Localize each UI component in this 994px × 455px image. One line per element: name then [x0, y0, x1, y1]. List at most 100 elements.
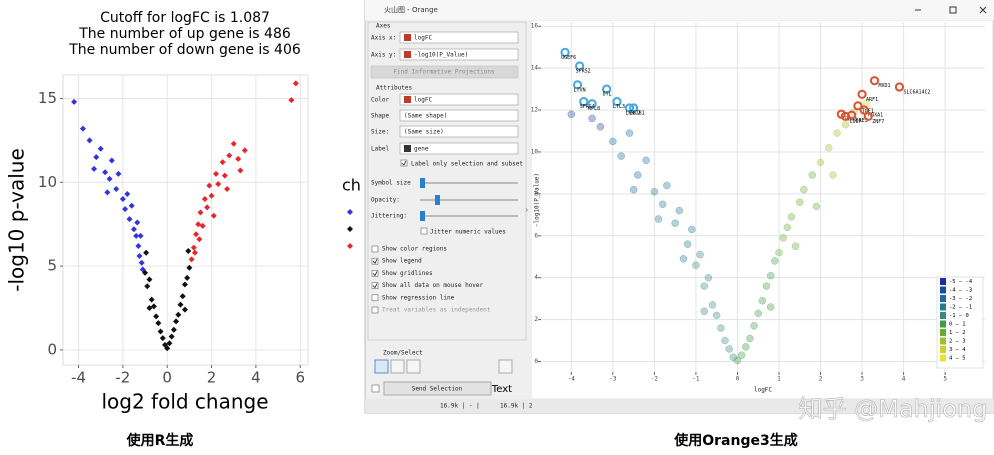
highlighted-point: [863, 111, 873, 121]
point: [654, 215, 663, 223]
point: [104, 189, 111, 196]
checkbox[interactable]: [371, 245, 379, 253]
auto-send-checkbox[interactable]: [371, 384, 380, 393]
point-label: ZNF7: [872, 119, 884, 125]
checkbox[interactable]: [371, 257, 379, 265]
watermark: 知乎 @Mahjiong: [799, 395, 988, 423]
point-label: ZBTB1: [630, 110, 645, 116]
send-button[interactable]: [383, 381, 492, 396]
point: [190, 244, 197, 251]
collapse-arrow[interactable]: ›: [525, 206, 529, 216]
field-label: Axis x:: [371, 35, 396, 42]
orange-volcano: logFC -log10(P_Value) -4 -3 -2 -1 0 1 2 3 4 50246…: [531, 22, 985, 394]
point: [113, 185, 120, 192]
point: [143, 249, 150, 256]
group-label: Axes: [376, 23, 391, 30]
point: [155, 320, 162, 327]
highlighted-point: [853, 101, 863, 111]
color-dropdown[interactable]: [399, 93, 519, 106]
legend-swatch: [940, 320, 946, 328]
legend-swatch: [940, 295, 946, 302]
point: [122, 206, 129, 213]
y-tick-label: 4: [534, 274, 538, 281]
point: [717, 324, 725, 332]
point: [188, 256, 195, 263]
slider-handle[interactable]: [435, 195, 440, 205]
y-tick-label: 10: [38, 173, 57, 191]
point: [135, 242, 142, 249]
point: [166, 340, 173, 347]
plot-panel: [62, 74, 309, 366]
point: [146, 276, 153, 283]
dropdown-value: gene: [414, 146, 429, 153]
zoom-tool[interactable]: [406, 359, 421, 374]
point: [175, 311, 182, 318]
size-dropdown[interactable]: [399, 125, 519, 138]
x-tick-label: 6: [295, 369, 305, 387]
orange-window: 火山图 - Orange Axes Axis x: logFC Axis y: …: [364, 0, 994, 414]
legend-swatch: [940, 278, 946, 285]
point: [783, 223, 792, 232]
field-label: Axis y:: [371, 52, 396, 59]
point: [729, 353, 738, 362]
axis-y-dropdown[interactable]: [399, 48, 519, 61]
point: [159, 335, 166, 342]
point: [787, 213, 796, 221]
checkbox[interactable]: [371, 294, 379, 302]
point: [179, 293, 186, 300]
button-label: Find Informative Projections: [393, 69, 495, 76]
checkbox-label: Treat variables as independent: [382, 307, 491, 314]
x-tick-label: 1: [777, 376, 781, 383]
y-tick-label: 0: [47, 340, 57, 358]
point: [725, 345, 733, 353]
dropdown-value: (Same size): [404, 129, 444, 136]
x-tick-label: 4: [902, 376, 906, 383]
checkbox-label: Show gridlines: [382, 270, 433, 277]
point: [136, 253, 143, 260]
sliders: [420, 178, 518, 221]
x-tick-label: -4: [71, 369, 86, 387]
checkbox[interactable]: [371, 270, 379, 277]
slider-handle[interactable]: [420, 178, 425, 188]
x-axis-label: log2 fold change: [101, 390, 268, 414]
point: [148, 296, 155, 303]
checkbox[interactable]: [400, 159, 408, 167]
label-dropdown[interactable]: [399, 142, 519, 155]
point: [138, 259, 145, 266]
y-tick-label: 15: [38, 89, 57, 107]
point: [91, 165, 98, 172]
point: [766, 271, 775, 280]
point: [168, 333, 175, 340]
checkbox[interactable]: [420, 227, 428, 235]
point: [186, 264, 193, 271]
point: [671, 219, 679, 227]
maximize-button[interactable]: [949, 6, 957, 14]
legend-label: -3 – -2: [949, 296, 972, 302]
dropdown-value: logFC: [414, 97, 432, 104]
slider-handle[interactable]: [420, 211, 425, 221]
legend-swatch: [940, 337, 946, 345]
find-projections-button[interactable]: [370, 65, 519, 79]
point: [704, 273, 713, 282]
point: [829, 171, 837, 179]
point: [124, 191, 131, 198]
lasso-tool[interactable]: [390, 359, 405, 374]
shape-dropdown[interactable]: [399, 109, 519, 122]
legend-label: 0 – 1: [949, 322, 966, 328]
point: [193, 231, 200, 238]
reset-tool[interactable]: [498, 359, 513, 374]
highlighted-point: [587, 99, 597, 109]
select-tool[interactable]: [374, 359, 389, 374]
chart-title: The number of down gene is 406: [68, 42, 301, 58]
point: [199, 222, 206, 229]
checkbox-label: Show all data on mouse hover: [382, 282, 484, 289]
point: [750, 322, 758, 330]
axis-x-dropdown[interactable]: [399, 31, 519, 44]
point: [181, 306, 188, 313]
point: [796, 198, 804, 206]
checkbox[interactable]: [371, 282, 379, 289]
close-button[interactable]: [979, 6, 987, 14]
point: [195, 221, 202, 228]
r-volcano: Cutoff for logFC is 1.087 The number of …: [5, 10, 361, 414]
point: [126, 216, 133, 223]
